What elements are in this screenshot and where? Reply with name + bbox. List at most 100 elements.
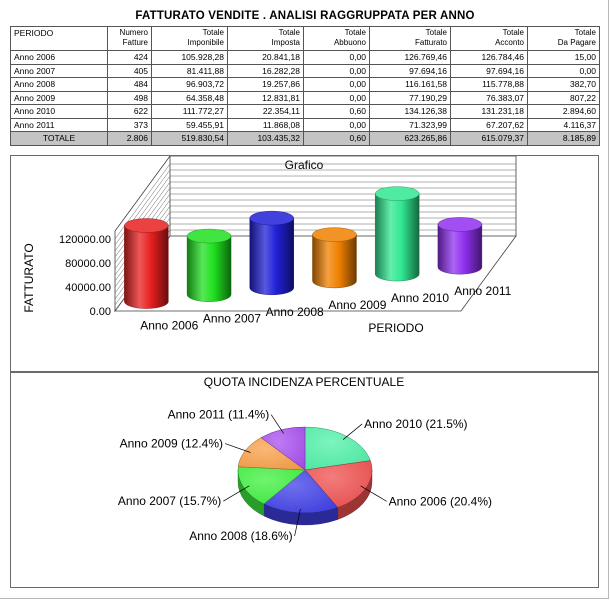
pie-leader-line xyxy=(224,443,251,453)
totals-cell: 8.185,89 xyxy=(527,131,600,146)
bar-anno-2009 xyxy=(312,227,357,289)
bar-anno-2006 xyxy=(124,218,169,309)
table-row: Anno 2010 622 111.772,27 22.354,11 0,60 … xyxy=(10,104,600,119)
table-cell: 126.769,46 xyxy=(369,50,451,65)
pie-chart-panel: QUOTA INCIDENZA PERCENTUALE Anno 2010 (2… xyxy=(10,372,599,588)
table-cell: 12.831,81 xyxy=(227,90,304,105)
table-cell: 105.928,28 xyxy=(151,50,228,65)
x-tick-label: Anno 2009 xyxy=(328,298,386,312)
table-cell: 16.282,28 xyxy=(227,63,304,78)
table-cell: 4.116,37 xyxy=(527,117,600,132)
table-cell: 0,00 xyxy=(303,63,370,78)
table-row: Anno 2007 405 81.411,88 16.282,28 0,00 9… xyxy=(10,63,600,78)
table-cell: 71.323,99 xyxy=(369,117,451,132)
table-cell: 405 xyxy=(107,63,152,78)
table-row: Anno 2006 424 105.928,28 20.841,18 0,00 … xyxy=(10,50,600,65)
table-row: Anno 2009 498 64.358,48 12.831,81 0,00 7… xyxy=(10,90,600,105)
pie-leader-line xyxy=(342,423,363,440)
pie-slice-label: Anno 2010 (21.5%) xyxy=(364,417,467,431)
pie-slice-label: Anno 2006 (20.4%) xyxy=(389,494,492,508)
chart-title: Grafico xyxy=(285,158,324,172)
table-cell: 67.207,62 xyxy=(450,117,528,132)
pie-slice-anno-2008 xyxy=(263,469,339,514)
col-header-imponibile: Totale Imponibile xyxy=(151,26,228,51)
col-header-numero-fatture: Numero Fatture xyxy=(107,26,152,51)
table-row: Anno 2008 484 96.903,72 19.257,86 0,00 1… xyxy=(10,77,600,92)
totals-cell: 0,60 xyxy=(303,131,370,146)
chart-back-wall xyxy=(170,155,517,236)
table-cell: 2.894,60 xyxy=(527,104,600,119)
col-header-periodo: PERIODO xyxy=(10,26,108,51)
table-cell: 126.784,46 xyxy=(450,50,528,65)
table-cell: Anno 2008 xyxy=(10,77,108,92)
bar-chart-panel: Grafico 0.00 40000.00 80000.00 120000.00 Ann… xyxy=(10,154,599,372)
table-cell: 76.383,07 xyxy=(450,90,528,105)
table-cell: Anno 2009 xyxy=(10,90,108,105)
table-cell: 0,00 xyxy=(303,117,370,132)
table-cell: 11.868,08 xyxy=(227,117,304,132)
table-cell: 424 xyxy=(107,50,152,65)
table-cell: 20.841,18 xyxy=(227,50,304,65)
table-cell: 19.257,86 xyxy=(227,77,304,92)
col-header-fatturato: Totale Fatturato xyxy=(369,26,451,51)
pie-leader-line xyxy=(294,508,301,537)
pie-slice-label: Anno 2011 (11.4%) xyxy=(168,408,270,422)
bar-chart: Grafico 0.00 40000.00 80000.00 120000.00 Ann… xyxy=(22,154,517,335)
col-header-da-pagare: Totale Da Pagare xyxy=(527,26,600,51)
chart-title: QUOTA INCIDENZA PERCENTUALE xyxy=(204,375,404,389)
x-tick-label: Anno 2007 xyxy=(203,312,261,326)
x-tick-label: Anno 2008 xyxy=(266,305,324,319)
table-header-row: PERIODO Numero Fatture Totale Imponibile T… xyxy=(10,26,600,51)
table-cell: Anno 2010 xyxy=(10,104,108,119)
table-cell: Anno 2007 xyxy=(10,63,108,78)
pie-leader-line xyxy=(270,414,284,434)
table-cell: 15,00 xyxy=(527,50,600,65)
y-axis-label: FATTURATO xyxy=(22,243,36,312)
table-cell: 116.161,58 xyxy=(369,77,451,92)
totals-row: TOTALE 2.806 519.830,54 103.435,32 0,60 … xyxy=(10,131,600,146)
table-cell: 97.694,16 xyxy=(369,63,451,78)
x-axis-label: PERIODO xyxy=(368,321,423,335)
col-header-imposta: Totale Imposta xyxy=(227,26,304,51)
totals-cell: 623.265,86 xyxy=(369,131,451,146)
table-cell: 0,00 xyxy=(303,90,370,105)
totals-cell: 2.806 xyxy=(107,131,152,146)
table-cell: Anno 2006 xyxy=(10,50,108,65)
table-cell: 0,00 xyxy=(303,77,370,92)
bar-anno-2007 xyxy=(186,228,232,302)
y-tick-label: 0.00 xyxy=(90,306,111,318)
pie-slice-label: Anno 2008 (18.6%) xyxy=(189,529,292,543)
table-cell: 59.455,91 xyxy=(151,117,228,132)
pie-slice-anno-2006 xyxy=(304,460,373,508)
totals-cell: 615.079,37 xyxy=(450,131,528,146)
pie-slice-anno-2007 xyxy=(237,466,306,505)
totals-cell: TOTALE xyxy=(10,131,108,146)
x-tick-label: Anno 2011 xyxy=(454,284,511,298)
sales-table: PERIODO Numero Fatture Totale Imponibile T… xyxy=(10,26,600,146)
y-tick-label: 40000.00 xyxy=(65,282,111,294)
table-cell: 115.778,88 xyxy=(450,77,528,92)
table-cell: 382,70 xyxy=(527,77,600,92)
table-cell: 498 xyxy=(107,90,152,105)
table-cell: 77.190,29 xyxy=(369,90,451,105)
table-cell: 64.358,48 xyxy=(151,90,228,105)
pie-slice-label: Anno 2009 (12.4%) xyxy=(120,437,223,451)
table-cell: 0,00 xyxy=(527,63,600,78)
table-cell: 622 xyxy=(107,104,152,119)
bar-anno-2008 xyxy=(249,210,294,296)
bar-anno-2011 xyxy=(437,217,483,275)
table-cell: 484 xyxy=(107,77,152,92)
table-cell: 134.126,38 xyxy=(369,104,451,119)
x-tick-label: Anno 2010 xyxy=(391,291,449,305)
table-cell: 22.354,11 xyxy=(227,104,304,119)
pie-leader-line xyxy=(360,485,387,502)
table-cell: 131.231,18 xyxy=(450,104,528,119)
table-cell: Anno 2011 xyxy=(10,117,108,132)
col-header-acconto: Totale Acconto xyxy=(450,26,528,51)
table-cell: 807,22 xyxy=(527,90,600,105)
bar-anno-2010 xyxy=(374,186,420,282)
table-cell: 373 xyxy=(107,117,152,132)
gridline xyxy=(114,163,516,240)
table-cell: 111.772,27 xyxy=(151,104,228,119)
